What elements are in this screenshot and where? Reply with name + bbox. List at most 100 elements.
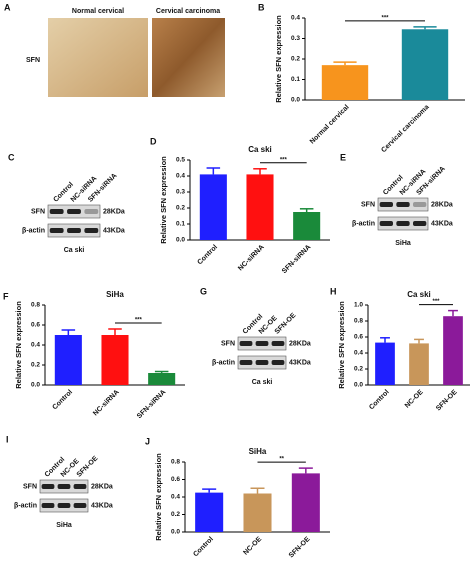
y-tick-label: 0.2: [31, 362, 40, 369]
blot-band: [49, 209, 64, 214]
row-label: SFN: [23, 483, 37, 490]
significance-label: **: [279, 457, 284, 463]
x-tick-label: NC-siRNA: [237, 244, 266, 273]
chart-title: Ca ski: [248, 145, 272, 154]
bar: [246, 174, 274, 240]
significance-label: ***: [135, 318, 143, 324]
x-tick-label: NC-OE: [404, 389, 425, 410]
panel-letter: C: [8, 152, 15, 162]
lane-label: SFN-OE: [76, 455, 100, 479]
size-label: 43KDa: [91, 502, 113, 509]
panel-letter: D: [150, 136, 157, 146]
bar: [443, 316, 463, 385]
x-tick-label: SFN-siRNA: [281, 244, 312, 275]
bar: [375, 342, 395, 385]
x-tick-label: Control: [368, 389, 391, 412]
y-tick-label: 0.3: [176, 189, 185, 196]
y-tick-label: 0.6: [31, 322, 40, 329]
y-tick-label: 0.8: [31, 302, 40, 309]
size-label: 43KDa: [103, 227, 125, 234]
cell-line-label: SiHa: [56, 522, 72, 529]
blot-band: [41, 484, 55, 489]
blot-band: [255, 360, 269, 365]
blot-band: [67, 209, 81, 214]
chart-title: SiHa: [249, 447, 267, 456]
x-tick-label: Control: [192, 536, 215, 559]
blot-band: [41, 503, 55, 508]
y-tick-label: 0.0: [176, 237, 185, 244]
blot-band: [57, 484, 71, 489]
column-label: Normal cervical: [72, 8, 124, 15]
blot-band: [239, 360, 253, 365]
bar: [148, 373, 176, 385]
chart-title: Ca ski: [407, 290, 431, 299]
y-tick-label: 0.4: [354, 350, 363, 357]
y-tick-label: 0.6: [171, 476, 180, 483]
blot-band: [396, 202, 410, 207]
y-tick-label: 0.0: [31, 382, 40, 389]
blot-band: [255, 341, 269, 346]
x-tick-label: Normal cervical: [309, 104, 351, 146]
y-tick-label: 0.6: [354, 334, 363, 341]
row-label: SFN: [221, 340, 235, 347]
x-tick-label: SFN-siRNA: [136, 389, 167, 420]
y-tick-label: 0.4: [176, 173, 185, 180]
panel-letter: A: [4, 2, 11, 12]
bar: [243, 493, 272, 532]
bar: [293, 212, 321, 240]
row-label: SFN: [26, 57, 40, 64]
x-tick-label: NC-siRNA: [92, 389, 121, 418]
y-tick-label: 0.0: [171, 529, 180, 536]
cell-line-label: Ca ski: [252, 379, 273, 386]
y-axis-label: Relative SFN expression: [154, 453, 163, 541]
cell-line-label: SiHa: [395, 240, 411, 247]
y-tick-label: 0.8: [171, 459, 180, 466]
bar: [409, 343, 429, 385]
lane-label: SFN-OE: [274, 312, 298, 336]
row-label: SFN: [31, 208, 45, 215]
bar: [401, 29, 449, 100]
blot-band: [84, 209, 99, 214]
blot-band: [413, 221, 427, 226]
significance-label: ***: [381, 15, 389, 21]
blot-band: [239, 341, 253, 346]
y-tick-label: 0.2: [354, 366, 363, 373]
size-label: 43KDa: [289, 359, 311, 366]
row-label: β-actin: [212, 359, 235, 366]
cell-line-label: Ca ski: [64, 247, 85, 254]
bar: [321, 65, 369, 100]
y-tick-label: 0.2: [176, 205, 185, 212]
ihc-image: [152, 18, 225, 97]
y-tick-label: 1.0: [354, 302, 363, 309]
size-label: 28KDa: [431, 201, 453, 208]
bar: [291, 473, 320, 532]
blot-band: [413, 202, 427, 207]
blot-band: [84, 228, 99, 233]
y-tick-label: 0.2: [291, 56, 300, 63]
blot-band: [271, 341, 285, 346]
blot-band: [73, 484, 87, 489]
y-tick-label: 0.1: [176, 221, 185, 228]
panel-letter: I: [6, 434, 9, 444]
blot-band: [49, 228, 64, 233]
bar: [54, 335, 82, 385]
y-tick-label: 0.5: [176, 157, 185, 164]
y-tick-label: 0.2: [171, 511, 180, 518]
row-label: β-actin: [22, 227, 45, 234]
x-tick-label: Control: [197, 244, 220, 267]
size-label: 28KDa: [91, 483, 113, 490]
x-tick-label: Cervical carcinoma: [380, 104, 430, 154]
y-tick-label: 0.8: [354, 318, 363, 325]
blot-band: [379, 221, 393, 226]
size-label: 28KDa: [103, 208, 125, 215]
significance-label: ***: [280, 157, 288, 163]
blot-band: [271, 360, 285, 365]
blot-band: [67, 228, 81, 233]
significance-label: ***: [432, 299, 440, 305]
ihc-image: [48, 18, 148, 97]
panel-letter: F: [3, 291, 9, 301]
row-label: β-actin: [14, 502, 37, 509]
blot-band: [73, 503, 87, 508]
bar: [199, 174, 227, 240]
